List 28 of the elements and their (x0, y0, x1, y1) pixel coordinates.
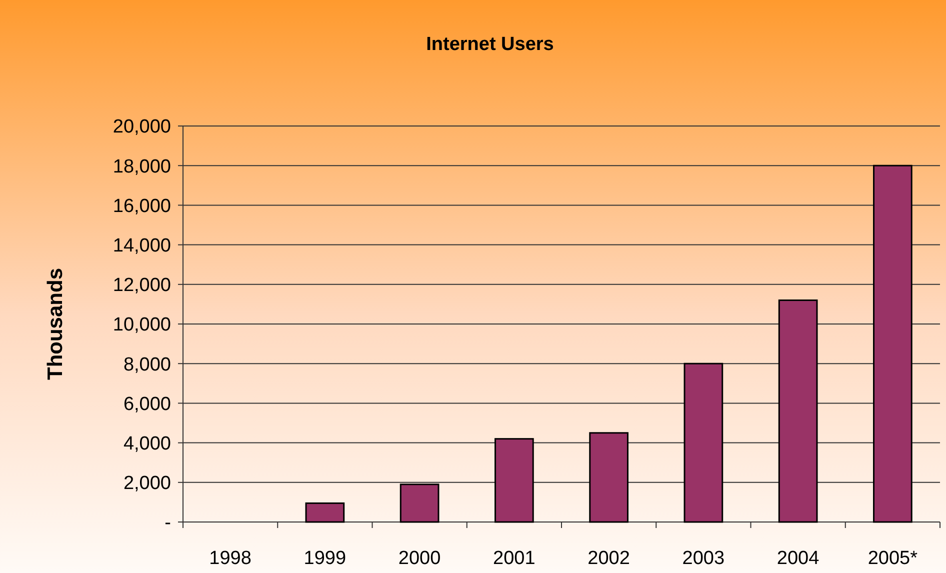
bar (873, 164, 912, 523)
x-tick-label: 2002 (588, 548, 630, 569)
x-tick-label: 2001 (493, 548, 536, 569)
y-tick-label: 4,000 (123, 433, 171, 454)
bar (778, 299, 818, 523)
y-tick-label: 8,000 (123, 354, 171, 376)
x-tick-label: 1999 (304, 548, 346, 569)
x-tick-label: 2000 (398, 548, 441, 569)
x-tick-label: 2003 (682, 548, 725, 569)
bar (400, 484, 440, 523)
chart-title: Internet Users (426, 34, 554, 55)
bar (305, 502, 345, 523)
y-tick-label: 18,000 (112, 156, 171, 178)
x-tick-label: 1998 (209, 548, 252, 569)
y-tick-label: 10,000 (112, 314, 171, 336)
y-tick-label: 14,000 (112, 235, 171, 256)
x-tick-label: 2005* (868, 548, 918, 569)
y-tick-label: 6,000 (123, 394, 171, 415)
y-axis-title: Thousands (44, 268, 67, 380)
y-tick-label: 20,000 (112, 116, 171, 138)
y-tick-label: - (164, 512, 171, 534)
y-tick-label: 16,000 (112, 196, 171, 217)
y-tick-label: 12,000 (112, 275, 171, 296)
x-tick-label: 2004 (776, 548, 820, 569)
bar (684, 362, 724, 523)
bar (589, 432, 628, 523)
bar (494, 438, 534, 523)
y-tick-label: 2,000 (123, 473, 171, 494)
